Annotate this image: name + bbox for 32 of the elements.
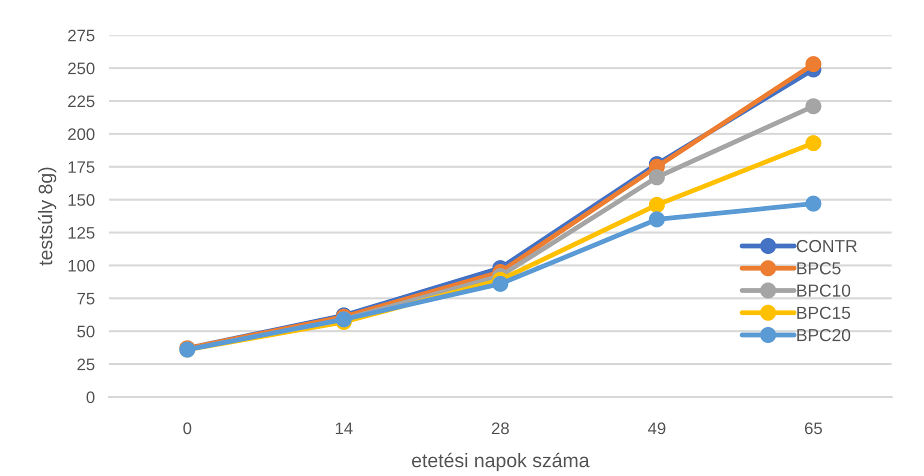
- y-tick-label: 100: [68, 260, 94, 272]
- point: [805, 196, 822, 212]
- point: [805, 56, 822, 72]
- y-tick-label: 275: [68, 30, 94, 42]
- y-tick-label: 0: [86, 391, 94, 404]
- y-tick-label: 250: [68, 62, 94, 74]
- legend-label: CONTR: [796, 240, 857, 252]
- y-tick-label: 175: [68, 161, 94, 173]
- point: [648, 196, 665, 213]
- point: [492, 276, 508, 292]
- legend-label: BPC10: [797, 284, 850, 297]
- x-axis-title: etetési napok száma: [412, 452, 590, 472]
- x-tick-label: 49: [648, 422, 666, 434]
- legend-label: BPC20: [797, 328, 850, 342]
- legend-label: BPC5: [797, 262, 841, 274]
- point: [648, 169, 665, 186]
- y-axis-title: testsúly 8g): [38, 168, 56, 266]
- legend-label: BPC15: [797, 306, 850, 319]
- x-tick-label: 65: [804, 422, 822, 434]
- x-tick-label: 14: [336, 422, 353, 434]
- y-tick-label: 125: [68, 226, 94, 239]
- y-tick-label: 25: [77, 358, 94, 370]
- x-tick-label: 28: [492, 422, 509, 434]
- point: [805, 135, 822, 152]
- y-tick-label: 225: [68, 95, 94, 108]
- point: [805, 98, 822, 114]
- y-tick-label: 200: [68, 128, 94, 140]
- y-tick-label: 150: [68, 194, 94, 206]
- y-tick-label: 50: [77, 326, 94, 338]
- y-tick-label: 75: [77, 292, 94, 305]
- point: [648, 211, 665, 228]
- x-tick-label: 0: [183, 422, 192, 434]
